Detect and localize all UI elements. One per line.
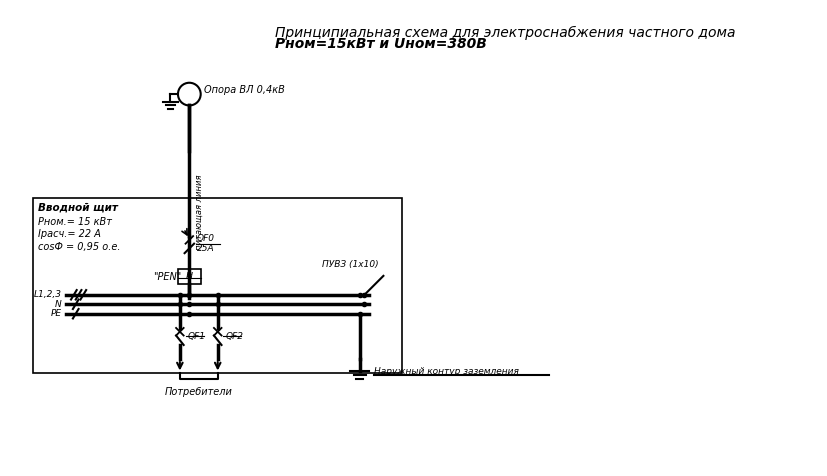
Text: Опора ВЛ 0,4кВ: Опора ВЛ 0,4кВ [204, 85, 285, 95]
Text: Потребители: Потребители [165, 387, 232, 397]
Text: "PEN": "PEN" [153, 272, 181, 282]
Text: Принципиальная схема для электроснабжения частного дома: Принципиальная схема для электроснабжени… [275, 26, 734, 40]
Text: питающая линия: питающая линия [195, 175, 203, 250]
Text: QF0
25А: QF0 25А [197, 234, 215, 253]
Text: Рном=15кВт и Uном=380В: Рном=15кВт и Uном=380В [275, 37, 485, 51]
Text: QF1: QF1 [187, 332, 205, 341]
Text: PI: PI [185, 272, 193, 281]
FancyBboxPatch shape [178, 269, 200, 284]
Text: PE: PE [50, 309, 61, 318]
Text: L1,2,3: L1,2,3 [33, 290, 61, 299]
Text: Iрасч.= 22 А: Iрасч.= 22 А [38, 229, 101, 239]
Text: Вводной щит: Вводной щит [38, 202, 117, 212]
Text: Рном.= 15 кВт: Рном.= 15 кВт [38, 217, 112, 227]
Text: Наружный контур заземления: Наружный контур заземления [374, 367, 519, 376]
Text: ПУВЗ (1х10): ПУВЗ (1х10) [322, 260, 378, 269]
Text: N: N [55, 300, 61, 309]
Text: QF2: QF2 [225, 332, 243, 341]
Text: cosФ = 0,95 о.е.: cosФ = 0,95 о.е. [38, 242, 120, 252]
